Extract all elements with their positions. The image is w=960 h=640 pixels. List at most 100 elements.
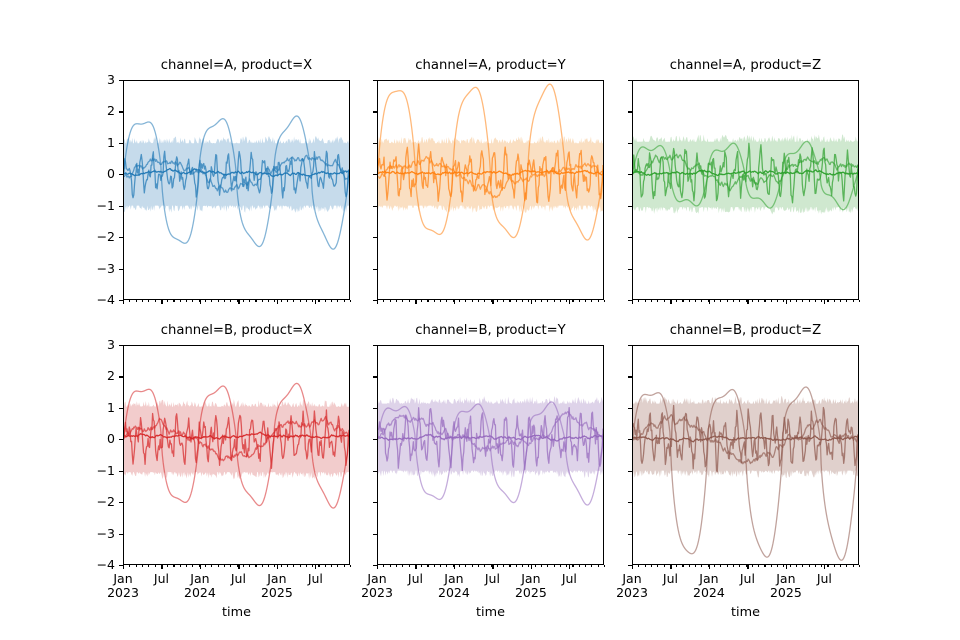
xtick-minor-mark <box>852 565 854 568</box>
xtick-minor-mark <box>465 300 467 303</box>
xtick-minor-mark <box>490 300 492 303</box>
xtick-minor-mark <box>337 565 339 568</box>
xtick-minor-mark <box>534 565 536 568</box>
ytick-mark <box>119 533 123 535</box>
xtick-label-month: Jul <box>739 571 755 586</box>
ytick-mark <box>373 205 377 207</box>
xtick-minor-mark <box>496 565 498 568</box>
xtick-label: Jul <box>308 572 323 586</box>
xtick-major-mark <box>670 565 672 569</box>
xtick-minor-mark <box>471 565 473 568</box>
xtick-major-mark <box>415 300 417 304</box>
xtick-label-year: 2025 <box>769 585 802 600</box>
xtick-minor-mark <box>324 565 326 568</box>
xtick-minor-mark <box>255 565 257 568</box>
ytick-mark <box>373 300 377 302</box>
xtick-minor-mark <box>503 300 505 303</box>
xtick-minor-mark <box>421 300 423 303</box>
xtick-minor-mark <box>293 300 295 303</box>
xtick-minor-mark <box>591 300 593 303</box>
xtick-minor-mark <box>286 565 289 568</box>
xtick-minor-mark <box>713 300 716 303</box>
ytick-mark <box>119 407 123 409</box>
ytick-label: 2 <box>107 103 115 119</box>
xtick-minor-mark <box>650 300 652 303</box>
xtick-minor-mark <box>859 300 861 303</box>
xtick-major-mark <box>530 300 532 304</box>
xtick-minor-mark <box>547 565 549 568</box>
xtick-minor-mark <box>312 565 314 568</box>
xtick-minor-mark <box>522 300 524 303</box>
plot-area-b-y <box>377 345 604 565</box>
xtick-minor-mark <box>446 565 448 568</box>
xtick-label: Jan 2025 <box>515 572 547 600</box>
xtick-minor-mark <box>578 565 580 568</box>
xtick-minor-mark <box>695 565 697 568</box>
xtick-minor-mark <box>440 300 442 303</box>
xtick-minor-mark <box>471 300 473 303</box>
xtick-minor-mark <box>682 565 684 568</box>
xtick-minor-mark <box>305 565 307 568</box>
series-canvas-a-z <box>633 134 858 215</box>
xtick-minor-mark <box>777 565 779 568</box>
xtick-minor-mark <box>770 565 772 568</box>
x-axis-tick-labels: Jan 2023 Jul Jan 2024 Jul Jan 2025 Jul <box>107 565 350 609</box>
xtick-minor-mark <box>802 565 804 568</box>
ytick-label: −2 <box>96 229 115 245</box>
xtick-major-mark <box>785 300 787 304</box>
ytick-label: 2 <box>107 368 115 384</box>
xtick-minor-mark <box>160 565 162 568</box>
xtick-minor-mark <box>496 300 498 303</box>
xtick-label: Jul <box>663 572 678 586</box>
ytick-mark <box>373 376 377 378</box>
xtick-minor-mark <box>477 565 479 568</box>
xtick-minor-mark <box>167 300 169 303</box>
xtick-major-mark <box>569 300 571 304</box>
xtick-minor-mark <box>280 565 282 568</box>
xtick-minor-mark <box>650 565 652 568</box>
xtick-minor-mark <box>808 565 810 568</box>
xtick-minor-mark <box>770 300 772 303</box>
ytick-mark <box>628 111 632 113</box>
facet-panel-a-z: channel=A, product=Z <box>628 58 861 304</box>
xtick-label-month: Jul <box>816 571 832 586</box>
xtick-minor-mark <box>701 300 703 303</box>
xtick-minor-mark <box>186 300 188 303</box>
xtick-label: Jan 2023 <box>361 572 393 600</box>
xtick-major-mark <box>377 300 379 304</box>
xtick-major-mark <box>415 565 417 569</box>
xtick-label-year: 2024 <box>184 585 216 600</box>
xtick-label: Jul <box>408 572 423 586</box>
xtick-minor-mark <box>395 300 397 303</box>
xtick-minor-mark <box>148 565 150 568</box>
panel-title-b-y: channel=B, product=Y <box>415 323 566 338</box>
xtick-major-mark <box>161 565 163 569</box>
xtick-label-month: Jul <box>561 571 577 586</box>
plot-area-b-x <box>123 345 350 565</box>
xtick-major-mark <box>123 565 125 569</box>
xtick-minor-mark <box>751 300 753 303</box>
xtick-label-month: Jul <box>484 571 500 586</box>
ytick-mark <box>628 407 632 409</box>
xtick-minor-mark <box>402 565 404 568</box>
xtick-major-mark <box>747 300 749 304</box>
xtick-minor-mark <box>657 565 659 568</box>
series-line-seasonal-a-x <box>124 115 349 250</box>
ytick-mark <box>628 300 632 302</box>
xtick-minor-mark <box>657 300 659 303</box>
xtick-minor-mark <box>821 300 823 303</box>
xtick-minor-mark <box>688 565 690 568</box>
xtick-label: Jul <box>485 572 500 586</box>
xtick-minor-mark <box>795 565 798 568</box>
ytick-mark <box>119 268 123 270</box>
xtick-minor-mark <box>663 300 665 303</box>
xtick-label: Jul <box>740 572 755 586</box>
xtick-minor-mark <box>135 565 137 568</box>
series-canvas-a-x <box>124 115 349 250</box>
ytick-label: 0 <box>107 431 115 447</box>
xtick-label: Jan 2023 <box>107 572 139 600</box>
xtick-minor-mark <box>148 300 150 303</box>
xtick-minor-mark <box>732 300 734 303</box>
ytick-mark <box>119 300 123 302</box>
xtick-minor-mark <box>179 300 181 303</box>
